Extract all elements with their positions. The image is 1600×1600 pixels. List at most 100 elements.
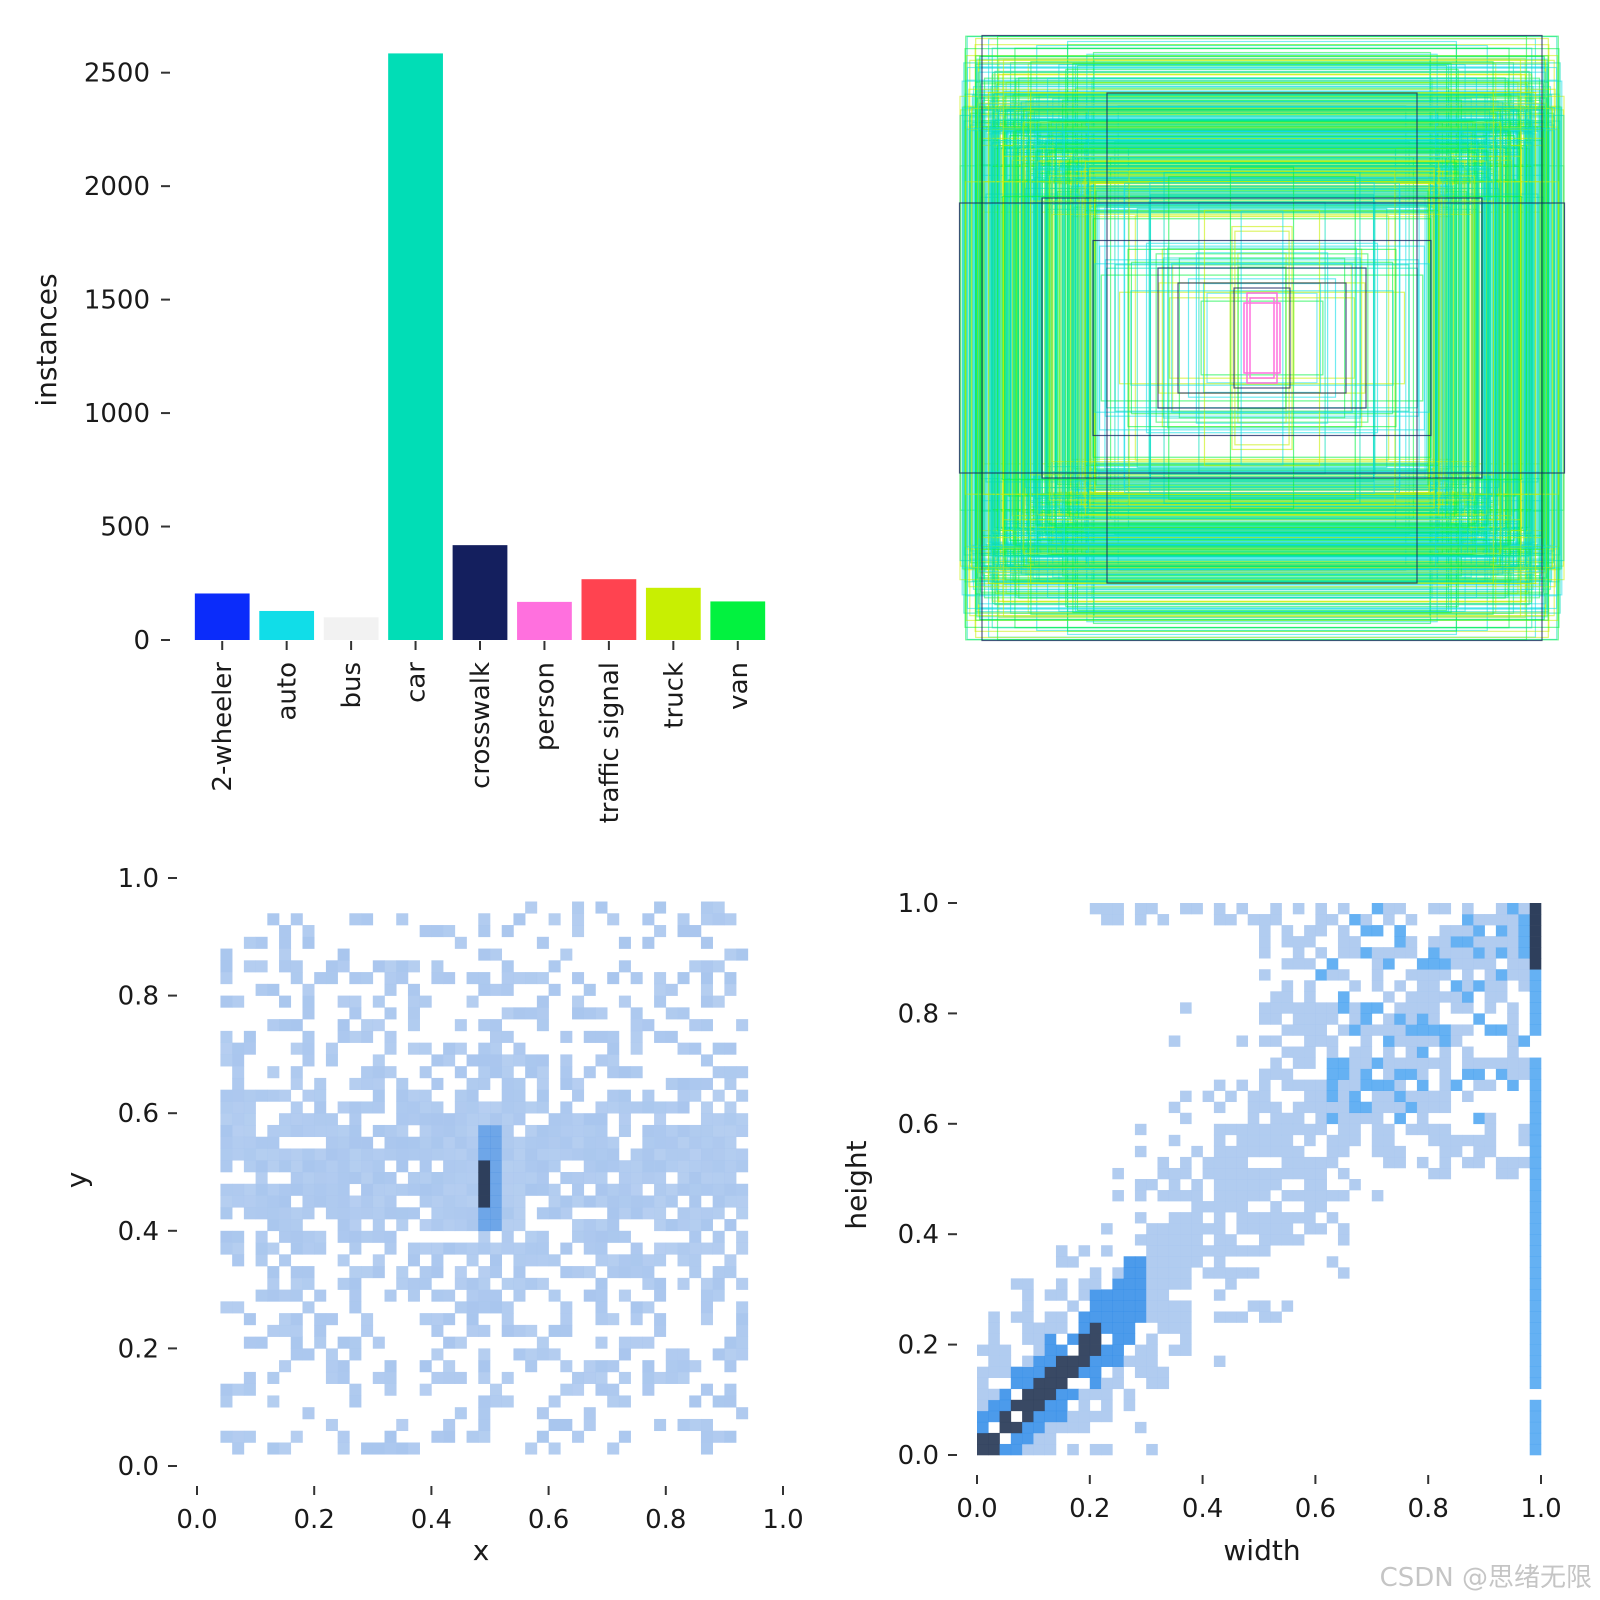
heatmap-cell: [407, 1254, 420, 1267]
heatmap-cell: [1349, 1134, 1361, 1147]
bbox: [1032, 169, 1492, 507]
bbox: [1040, 201, 1484, 475]
heatmap-cell: [1349, 936, 1361, 948]
heatmap-cell: [302, 1124, 315, 1138]
bar-y-tick-label: 2500: [84, 59, 150, 89]
heatmap-cell: [548, 1254, 561, 1267]
heatmap-cell: [302, 1183, 315, 1196]
heatmap-cell: [1304, 958, 1316, 970]
heatmap-cell: [1236, 1145, 1249, 1158]
heatmap-cell: [642, 936, 655, 949]
heatmap-cell: [1383, 1057, 1395, 1069]
heatmap-cell: [349, 1383, 362, 1396]
heatmap-cell: [396, 960, 409, 973]
heatmap-cell: [977, 1399, 989, 1412]
heatmap-cell: [1439, 991, 1452, 1003]
heatmap-cell: [1529, 969, 1542, 981]
heatmap-cell: [1067, 1256, 1079, 1268]
bbox: [1030, 118, 1494, 558]
heatmap-cell: [454, 1019, 467, 1032]
heatmap-cell: [1349, 1101, 1361, 1114]
heatmap-cell: [466, 1101, 479, 1114]
heatmap-cell: [1123, 1322, 1136, 1334]
xy-y-tick-label: 0.8: [118, 982, 159, 1012]
heatmap-cell: [1134, 1179, 1147, 1191]
heatmap-cell: [1213, 903, 1226, 915]
heatmap-cell: [220, 1242, 233, 1255]
heatmap-cell: [1315, 1090, 1327, 1103]
heatmap-cell: [1326, 958, 1339, 970]
heatmap-cell: [1394, 1035, 1406, 1047]
heatmap-cell: [407, 1289, 420, 1302]
heatmap-cell: [1292, 1234, 1305, 1246]
bbox: [1233, 287, 1291, 389]
heatmap-cell: [255, 1289, 268, 1302]
heatmap-cell: [607, 913, 620, 926]
heatmap-cell: [1394, 1156, 1406, 1169]
bbox: [1149, 196, 1375, 480]
heatmap-cell: [548, 960, 561, 973]
heatmap-cell: [1349, 1068, 1361, 1080]
heatmap-cell: [525, 1242, 538, 1255]
heatmap-cell: [548, 1289, 561, 1302]
bbox: [1240, 210, 1284, 466]
heatmap-cell: [595, 1277, 608, 1290]
bbox: [1014, 47, 1510, 629]
heatmap-cell: [736, 948, 749, 961]
heatmap-cell: [454, 1160, 467, 1173]
heatmap-cell: [1033, 1399, 1045, 1412]
heatmap-cell: [1394, 1057, 1406, 1069]
bar-y-tick-label: 1000: [84, 399, 150, 429]
heatmap-cell: [630, 1301, 643, 1314]
heatmap-cell: [560, 1054, 573, 1067]
heatmap-cell: [1180, 1267, 1192, 1279]
heatmap-cell: [1157, 1377, 1170, 1390]
wh-heatmap-cells: [977, 903, 1542, 1456]
heatmap-cell: [1428, 1123, 1440, 1136]
wh-x-tick-label: 0.6: [1295, 1494, 1336, 1524]
heatmap-cell: [1529, 925, 1542, 937]
heatmap-cell: [302, 1160, 315, 1173]
heatmap-cell: [1428, 1101, 1440, 1114]
heatmap-cell: [1191, 903, 1203, 915]
heatmap-cell: [689, 1148, 702, 1161]
heatmap-cell: [1462, 1156, 1474, 1169]
heatmap-cell: [1247, 1300, 1260, 1312]
heatmap-cell: [454, 1136, 467, 1149]
heatmap-cell: [501, 1195, 514, 1208]
heatmap-cell: [700, 1207, 713, 1220]
bbox: [1027, 119, 1497, 557]
heatmap-cell: [1428, 969, 1440, 981]
heatmap-cell: [396, 1277, 409, 1290]
heatmap-cell: [1123, 1311, 1136, 1323]
heatmap-cell: [1033, 1322, 1045, 1334]
heatmap-cell: [478, 1101, 491, 1114]
bbox: [981, 34, 1543, 642]
heatmap-cell: [1405, 1013, 1418, 1025]
heatmap-cell: [384, 1172, 397, 1185]
heatmap-cell: [337, 948, 350, 961]
heatmap-cell: [1450, 991, 1463, 1003]
heatmap-cell: [419, 1066, 432, 1079]
heatmap-cell: [396, 1183, 409, 1196]
heatmap-cell: [677, 1172, 690, 1185]
heatmap-cell: [279, 1148, 292, 1161]
heatmap-cell: [501, 1136, 514, 1149]
heatmap-cell: [1146, 1179, 1158, 1191]
heatmap-cell: [1462, 1002, 1474, 1014]
heatmap-cell: [654, 1277, 667, 1290]
heatmap-cell: [1213, 1190, 1226, 1202]
xy-x-axis-label: x: [473, 1534, 490, 1567]
heatmap-cell: [525, 1230, 538, 1243]
heatmap-cell: [1337, 1079, 1350, 1091]
heatmap-cell: [1010, 1377, 1023, 1390]
heatmap-cell: [536, 1077, 549, 1090]
heatmap-cell: [290, 1313, 303, 1326]
heatmap-cell: [1078, 1278, 1091, 1290]
heatmap-cell: [1078, 1322, 1091, 1334]
heatmap-cell: [1405, 936, 1418, 948]
heatmap-cell: [1213, 914, 1226, 926]
heatmap-cell: [1044, 1322, 1057, 1334]
heatmap-cell: [1292, 1190, 1305, 1202]
heatmap-cell: [1529, 1212, 1542, 1224]
